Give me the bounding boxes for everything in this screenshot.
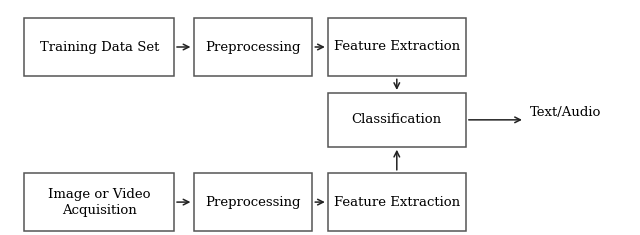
Bar xyxy=(328,93,466,147)
Text: Feature Extraction: Feature Extraction xyxy=(333,196,460,209)
Text: Image or Video
Acquisition: Image or Video Acquisition xyxy=(48,188,150,217)
Text: Classification: Classification xyxy=(352,113,442,126)
Text: Text/Audio: Text/Audio xyxy=(530,106,602,119)
Text: Preprocessing: Preprocessing xyxy=(205,40,301,54)
Text: Training Data Set: Training Data Set xyxy=(40,40,159,54)
Bar xyxy=(328,18,466,76)
Text: Feature Extraction: Feature Extraction xyxy=(333,40,460,54)
Bar xyxy=(193,173,312,231)
Bar xyxy=(193,18,312,76)
Bar xyxy=(328,173,466,231)
Bar xyxy=(24,173,174,231)
Text: Preprocessing: Preprocessing xyxy=(205,196,301,209)
Bar xyxy=(24,18,174,76)
